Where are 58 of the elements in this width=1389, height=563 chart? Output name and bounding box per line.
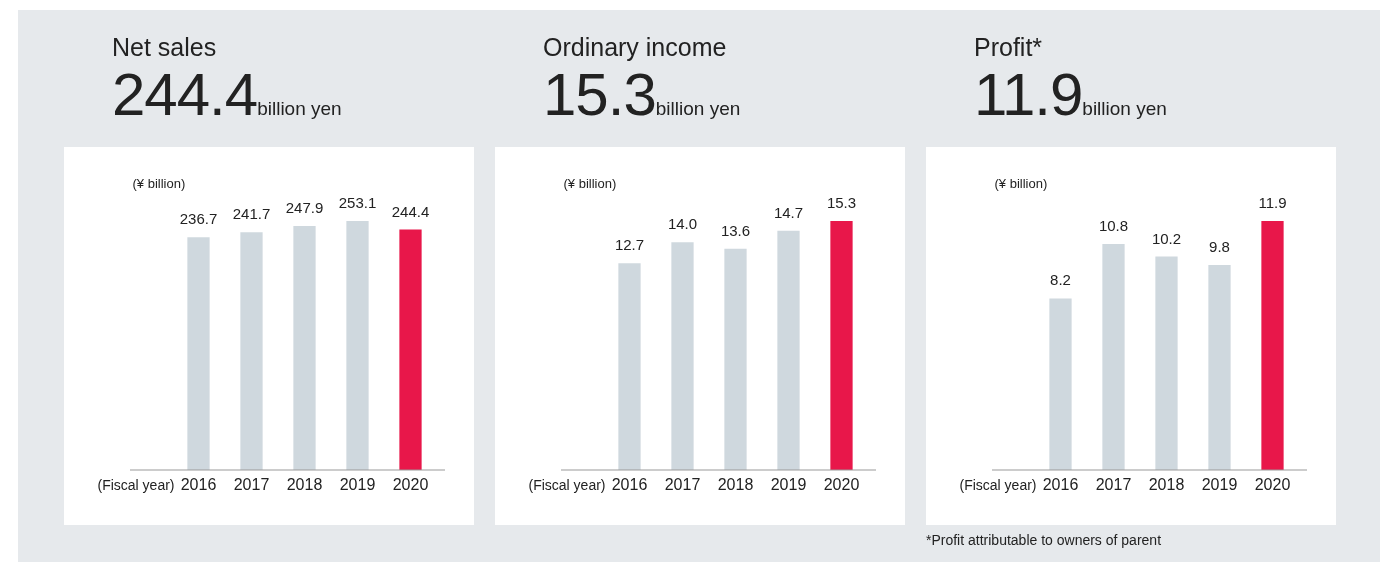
x-tick-label: 2019 — [770, 475, 807, 493]
x-axis-title: (Fiscal year) — [528, 476, 606, 493]
data-label: 8.2 — [1050, 271, 1071, 289]
chart-title: Net sales — [112, 32, 218, 62]
bar — [671, 242, 694, 470]
data-label: 253.1 — [338, 194, 377, 211]
x-tick-label: 2017 — [233, 475, 270, 493]
data-label: 10.8 — [1098, 217, 1129, 235]
x-tick-label: 2020 — [1254, 475, 1291, 493]
data-label: 241.7 — [232, 205, 271, 223]
bar — [1261, 221, 1284, 470]
data-label: 15.3 — [826, 194, 857, 211]
data-label: 14.7 — [773, 203, 804, 221]
bar — [399, 229, 422, 470]
bar — [346, 221, 369, 470]
data-label: 13.6 — [720, 221, 751, 239]
chart-subtitle: 11.9billion yen — [974, 61, 1167, 128]
x-tick-label: 2016 — [180, 475, 217, 493]
data-label: 11.9 — [1258, 194, 1287, 211]
bar — [1155, 256, 1178, 470]
bar — [777, 230, 800, 470]
x-tick-label: 2019 — [339, 475, 376, 493]
bar — [293, 226, 316, 470]
bar — [1208, 264, 1231, 470]
text: *Profit attributable to owners of parent — [926, 532, 1162, 548]
bar — [1049, 298, 1072, 470]
data-label: 10.2 — [1151, 229, 1182, 247]
x-tick-label: 2018 — [1148, 475, 1185, 493]
bar — [240, 232, 263, 470]
x-tick-label: 2017 — [664, 475, 701, 493]
x-tick-label: 2016 — [1042, 475, 1079, 493]
y-axis-title: (¥ billion) — [132, 175, 186, 191]
x-tick-label: 2018 — [286, 475, 323, 493]
data-label: 236.7 — [179, 210, 218, 228]
data-label: 12.7 — [614, 236, 645, 254]
data-label: 14.0 — [667, 215, 698, 233]
y-axis-title: (¥ billion) — [994, 175, 1048, 191]
bar — [724, 248, 747, 470]
x-axis-title: (Fiscal year) — [959, 476, 1037, 493]
data-label: 9.8 — [1209, 237, 1230, 255]
bar — [1102, 244, 1125, 470]
chart-title: Profit* — [974, 32, 1044, 62]
x-tick-label: 2017 — [1095, 475, 1132, 493]
chart-subtitle: 244.4billion yen — [112, 61, 342, 128]
bar — [187, 237, 210, 470]
data-label: 244.4 — [391, 202, 430, 220]
data-label: 247.9 — [285, 199, 324, 217]
x-tick-label: 2018 — [717, 475, 754, 493]
chart-subtitle: 15.3billion yen — [543, 61, 741, 128]
x-tick-label: 2019 — [1201, 475, 1238, 493]
x-tick-label: 2016 — [611, 475, 648, 493]
x-tick-label: 2020 — [392, 475, 429, 493]
bar — [830, 221, 853, 470]
bar — [618, 263, 641, 470]
y-axis-title: (¥ billion) — [563, 175, 617, 191]
chart-title: Ordinary income — [543, 32, 728, 62]
x-axis-title: (Fiscal year) — [97, 476, 175, 493]
x-tick-label: 2020 — [823, 475, 860, 493]
